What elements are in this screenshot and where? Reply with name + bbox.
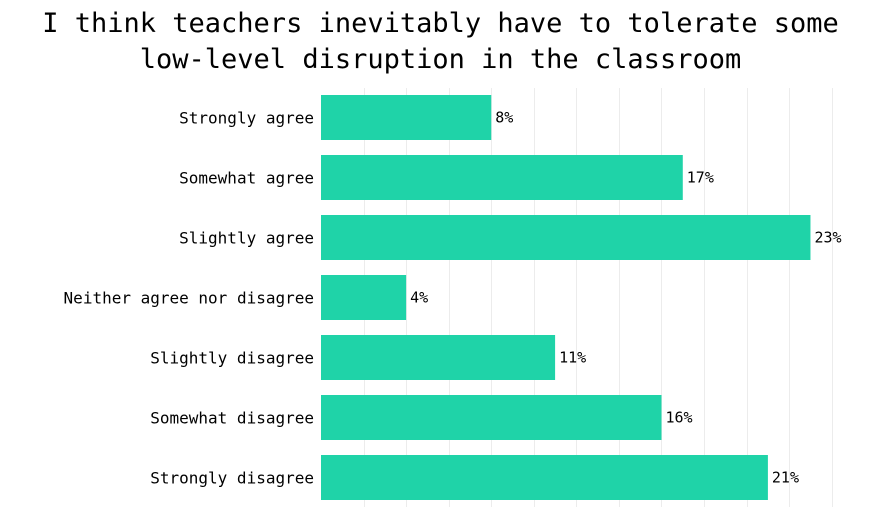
category-label: Slightly disagree	[150, 349, 314, 368]
grid	[364, 88, 833, 507]
value-label: 8%	[495, 109, 513, 127]
chart-title: I think teachers inevitably have to tole…	[0, 6, 881, 78]
category-label: Slightly agree	[179, 229, 314, 248]
value-label: 17%	[687, 169, 714, 187]
category-label: Strongly agree	[179, 109, 314, 128]
value-label: 16%	[665, 409, 692, 427]
bars	[321, 95, 811, 500]
value-label: 23%	[814, 229, 841, 247]
value-label: 11%	[559, 349, 586, 367]
labels: Strongly agree 8% Somewhat agree 17% Slightl…	[64, 109, 842, 488]
value-label: 4%	[410, 289, 428, 307]
category-label: Somewhat agree	[179, 169, 314, 188]
category-label: Neither agree nor disagree	[64, 289, 314, 308]
bar	[321, 155, 683, 200]
bar	[321, 95, 492, 140]
category-label: Strongly disagree	[150, 469, 314, 488]
bar	[321, 455, 768, 500]
chart-title-line-1: I think teachers inevitably have to tole…	[42, 8, 839, 39]
bar	[321, 275, 407, 320]
value-label: 21%	[772, 469, 799, 487]
category-label: Somewhat disagree	[150, 409, 314, 428]
bar	[321, 395, 662, 440]
chart-title-line-2: low-level disruption in the classroom	[139, 44, 742, 75]
bar	[321, 215, 811, 260]
bar	[321, 335, 556, 380]
